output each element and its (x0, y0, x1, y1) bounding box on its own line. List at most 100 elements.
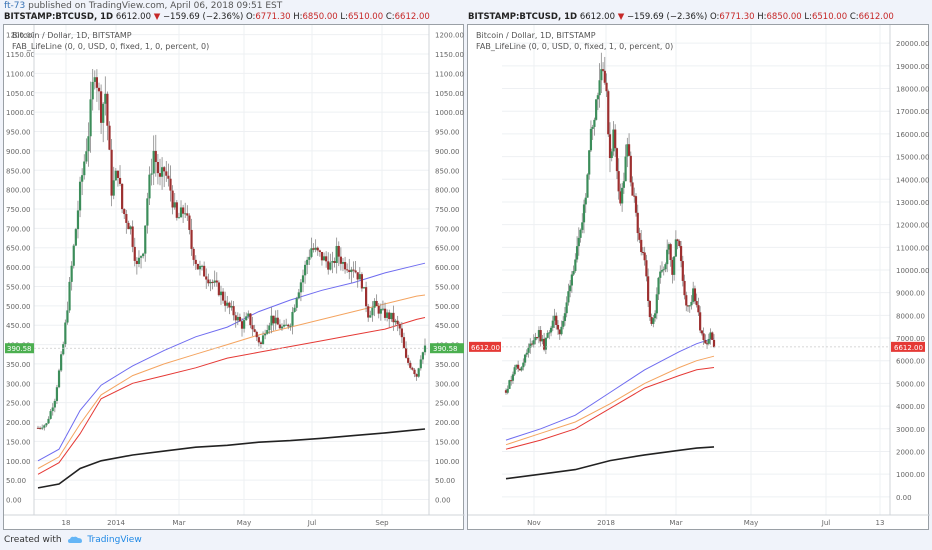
candle (624, 156, 627, 182)
y-tick-label-right: 17000.00 (896, 108, 929, 116)
y-tick-label-left: 700.00 (6, 225, 31, 233)
last-price-badge (469, 341, 501, 352)
candle (607, 91, 610, 135)
candle (66, 310, 69, 323)
chart-panel-left[interactable]: 1200.00 1200.00 1150.00 1150.00 1100.00 1100.… (3, 24, 465, 531)
candle (666, 249, 669, 265)
candle (525, 352, 528, 355)
candle (655, 294, 658, 314)
header-change: −159.69 (−2.36%) (626, 12, 708, 22)
candle (192, 248, 195, 260)
candle (144, 225, 147, 254)
candle (93, 77, 96, 82)
lifeline-orange-line (37, 294, 426, 469)
candle (669, 244, 672, 260)
candle (589, 128, 593, 151)
x-tick-label: Sep (375, 519, 389, 527)
y-tick-label-left: 550.00 (6, 283, 31, 291)
candle (226, 302, 229, 306)
candle (348, 270, 351, 273)
lifeline-blue-line (37, 262, 426, 462)
close-value: 6612.00 (394, 12, 430, 22)
candle (215, 280, 218, 283)
candle (133, 246, 136, 261)
candle (339, 256, 342, 264)
candle (316, 247, 319, 251)
candle (367, 306, 370, 318)
tradingview-brand[interactable]: TradingView (87, 535, 142, 545)
candle (523, 354, 527, 363)
candle (388, 312, 391, 320)
x-tick-label: Nov (527, 519, 541, 527)
y-tick-label-right: 850.00 (435, 167, 460, 175)
candle (705, 343, 709, 345)
candle (270, 315, 273, 326)
header-change: −159.69 (−2.36%) (162, 12, 244, 22)
candle (534, 337, 537, 341)
candle (605, 82, 608, 92)
candle (673, 256, 676, 275)
candle (211, 281, 214, 283)
candle (565, 302, 568, 314)
candle (301, 275, 305, 283)
candle (409, 362, 412, 368)
candle (335, 245, 338, 263)
candle (664, 264, 667, 270)
candle (70, 265, 73, 282)
candle (551, 320, 554, 328)
candle (419, 359, 422, 369)
candle (657, 277, 660, 295)
header-price: 6612.00 (115, 12, 151, 22)
candle (579, 229, 582, 238)
candle (232, 306, 235, 316)
symbol-header-right: BITSTAMP:BTCUSD, 1D 6612.00 ▼ −159.69 (−… (468, 12, 894, 22)
chart-panel-right[interactable]: 20000.00 19000.00 18000.00 17000.00 16000.00… (467, 24, 930, 531)
candle (343, 262, 347, 270)
candle (688, 305, 691, 307)
footer: Created with TradingView (4, 535, 142, 545)
author-link[interactable]: ft-73 (4, 1, 26, 11)
candle (173, 202, 176, 208)
high-value: 6850.00 (302, 12, 338, 22)
lifeline-red-line (37, 317, 426, 475)
candle (711, 332, 714, 340)
candle (369, 315, 372, 318)
candle (709, 332, 712, 339)
y-tick-label-right: 9000.00 (896, 290, 925, 298)
open-value: 6771.30 (255, 12, 291, 22)
y-tick-label-left: 450.00 (6, 322, 31, 330)
symbol-label: BITSTAMP:BTCUSD, 1D (4, 12, 114, 22)
candle (603, 70, 606, 83)
candle (238, 316, 242, 322)
candle (569, 285, 572, 292)
candle (177, 217, 181, 219)
candle (68, 281, 71, 311)
y-tick-label-left: 850.00 (6, 167, 31, 175)
chart-canvas-right[interactable]: 20000.00 19000.00 18000.00 17000.00 16000.00… (468, 25, 930, 531)
candle (527, 347, 530, 353)
candle (272, 315, 275, 324)
candle (190, 229, 193, 249)
candle (548, 332, 551, 334)
candle (81, 175, 84, 182)
candle (148, 174, 151, 199)
candle (293, 307, 296, 312)
y-tick-label-left: 50.00 (6, 477, 26, 485)
candle (517, 364, 520, 369)
candle (95, 77, 98, 88)
candle (537, 330, 541, 338)
candle (621, 187, 624, 204)
candle (45, 423, 48, 426)
candle (692, 288, 695, 302)
chart-canvas-left[interactable]: 1200.00 1200.00 1150.00 1150.00 1100.00 1100.… (4, 25, 465, 531)
candle (386, 312, 389, 318)
candle (169, 178, 172, 191)
candle (224, 300, 227, 306)
candle (257, 337, 260, 343)
y-tick-label-right: 1200.00 (435, 32, 464, 40)
y-tick-label-left: 950.00 (6, 129, 31, 137)
created-with-text: Created with (4, 535, 62, 545)
y-tick-label-left: 1000.00 (6, 109, 35, 117)
candle (228, 302, 231, 308)
candle (196, 263, 199, 270)
